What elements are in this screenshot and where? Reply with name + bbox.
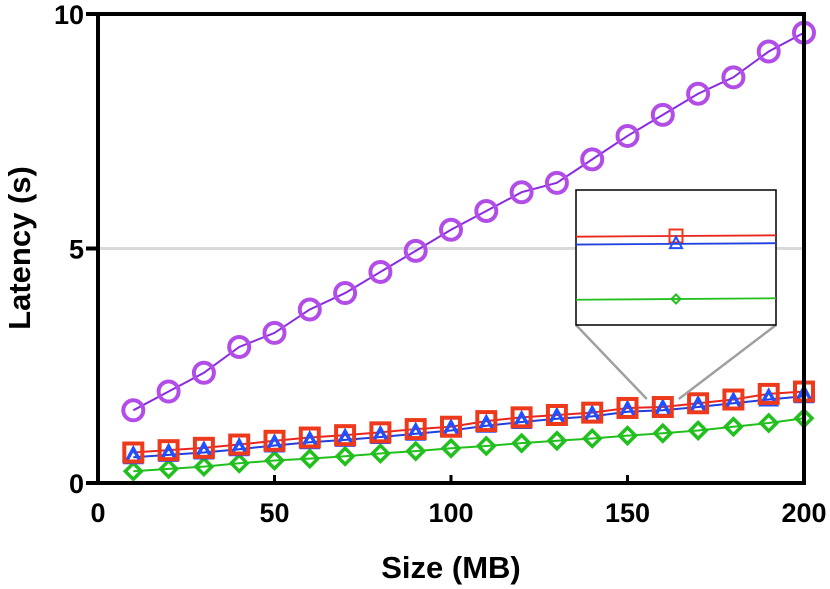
point-blue-triangle-100 [440, 418, 462, 438]
y-tick-label: 0 [69, 469, 84, 499]
point-red-square-110 [475, 410, 498, 433]
x-tick-label: 150 [605, 498, 650, 528]
point-green-diamond-40 [228, 452, 250, 474]
inset-point-red-square [668, 228, 684, 244]
point-red-square-170 [687, 392, 710, 415]
point-purple-circle-90 [403, 238, 428, 263]
point-green-diamond-100 [440, 437, 462, 459]
inset-connector-left [575, 324, 648, 400]
point-purple-circle-60 [297, 297, 322, 322]
point-green-diamond-150 [617, 425, 638, 447]
inset-point-green-diamond [670, 293, 682, 305]
point-red-square-40 [228, 433, 251, 456]
point-purple-circle-50 [262, 320, 287, 345]
point-green-diamond-60 [299, 448, 321, 470]
point-red-square-100 [440, 415, 462, 438]
point-red-square-60 [298, 426, 321, 449]
point-red-square-20 [157, 439, 180, 462]
x-axis-title: Size (MB) [381, 550, 521, 585]
axis-layer: 0 50 100 150 200 0 5 10 [54, 0, 827, 528]
point-purple-circle-110 [474, 198, 499, 223]
point-red-square-120 [510, 406, 533, 429]
point-green-diamond-80 [369, 442, 391, 464]
point-green-diamond-20 [158, 458, 180, 480]
point-red-square-140 [581, 401, 604, 424]
point-purple-circle-140 [580, 147, 605, 172]
point-green-diamond-160 [652, 422, 674, 444]
point-red-square-10 [122, 441, 145, 464]
point-purple-circle-20 [156, 379, 181, 404]
point-purple-circle-120 [509, 180, 534, 205]
x-tick-label: 200 [781, 498, 826, 528]
point-blue-triangle-150 [617, 399, 638, 419]
point-green-diamond-120 [511, 432, 533, 454]
point-red-square-30 [192, 436, 215, 459]
point-purple-circle-30 [191, 360, 216, 385]
point-purple-circle-170 [686, 81, 711, 106]
inset-line-blue-triangle [575, 242, 777, 246]
series-line-red-square [133, 390, 805, 454]
point-green-diamond-90 [405, 440, 427, 462]
point-green-diamond-170 [687, 419, 709, 441]
point-red-square-130 [545, 403, 568, 426]
point-purple-circle-180 [721, 65, 746, 90]
y-tick-label: 10 [54, 0, 84, 30]
zoom-inset [575, 189, 777, 401]
point-purple-circle-190 [756, 39, 781, 64]
point-purple-circle-150 [615, 123, 640, 148]
y-axis-title: Latency (s) [2, 166, 37, 330]
point-green-diamond-10 [122, 460, 144, 482]
x-tick-label: 50 [259, 498, 289, 528]
inset-point-blue-triangle [668, 234, 684, 250]
markers-layer [121, 20, 816, 482]
x-tick-label: 0 [90, 498, 105, 528]
inset-connector-right [678, 324, 777, 401]
point-red-square-150 [616, 396, 639, 419]
point-red-square-80 [369, 421, 392, 444]
point-green-diamond-190 [758, 412, 780, 434]
point-green-diamond-70 [334, 445, 356, 467]
point-green-diamond-50 [264, 450, 285, 471]
point-red-square-90 [404, 418, 427, 441]
point-blue-triangle-180 [722, 390, 744, 411]
point-purple-circle-10 [121, 398, 146, 423]
point-purple-circle-130 [544, 170, 569, 195]
point-red-square-70 [334, 424, 357, 447]
point-red-square-160 [651, 396, 674, 419]
point-blue-triangle-130 [546, 406, 568, 426]
point-blue-triangle-170 [687, 394, 709, 415]
point-purple-circle-160 [650, 102, 675, 127]
point-green-diamond-130 [546, 430, 568, 452]
point-purple-circle-100 [439, 217, 463, 242]
y-tick-label: 5 [69, 235, 84, 265]
point-green-diamond-30 [193, 456, 215, 478]
point-green-diamond-110 [475, 435, 497, 457]
series-line-purple-circle [132, 31, 805, 412]
point-green-diamond-140 [581, 427, 603, 449]
point-purple-circle-80 [368, 259, 393, 284]
point-red-square-50 [263, 429, 286, 452]
point-green-diamond-180 [722, 416, 744, 438]
point-blue-triangle-140 [581, 404, 603, 424]
x-tick-label: 100 [428, 498, 473, 528]
inset-line-green-diamond [575, 297, 777, 301]
point-red-square-190 [757, 382, 780, 405]
point-purple-circle-70 [333, 281, 358, 306]
point-blue-triangle-160 [652, 397, 674, 418]
point-purple-circle-40 [227, 334, 252, 359]
point-red-square-180 [722, 388, 745, 411]
